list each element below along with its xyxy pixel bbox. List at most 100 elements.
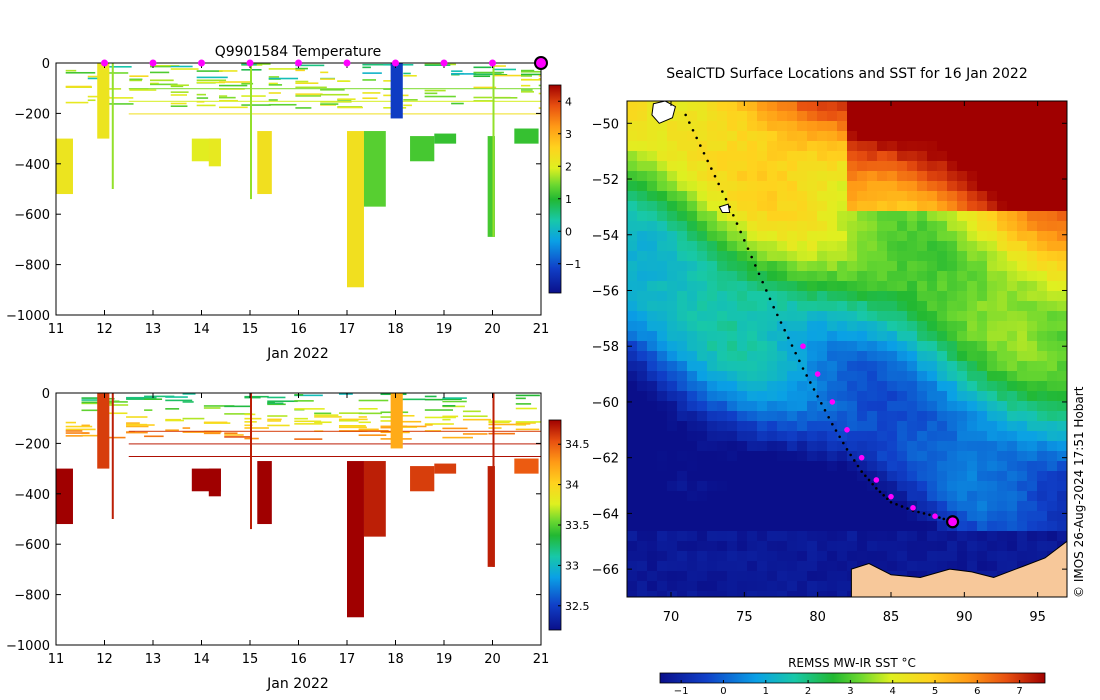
sst-cell bbox=[837, 471, 847, 481]
sst-cell bbox=[717, 541, 727, 551]
sst-cell bbox=[1047, 171, 1057, 181]
sst-cell bbox=[757, 401, 767, 411]
sst-cell bbox=[677, 231, 687, 241]
sst-cell bbox=[1057, 491, 1067, 501]
sst-cell bbox=[667, 581, 677, 591]
sst-cell bbox=[737, 551, 747, 561]
sst-cell bbox=[837, 591, 847, 597]
sst-cell bbox=[877, 381, 887, 391]
track-point bbox=[772, 305, 775, 309]
profile-streak bbox=[320, 104, 337, 106]
sst-cell bbox=[677, 431, 687, 441]
sst-cell bbox=[757, 491, 767, 501]
sst-cell bbox=[1037, 151, 1047, 161]
sst-cell bbox=[737, 301, 747, 311]
sst-cell bbox=[837, 481, 847, 491]
sst-cell bbox=[1047, 371, 1057, 381]
seal-track bbox=[684, 113, 960, 529]
sst-cell bbox=[947, 551, 957, 561]
sst-cell bbox=[1057, 151, 1067, 161]
profile-streak bbox=[165, 408, 180, 410]
sst-cell bbox=[957, 371, 967, 381]
profile-streak bbox=[144, 435, 164, 438]
sst-cell bbox=[827, 301, 837, 311]
sst-cell bbox=[887, 431, 897, 441]
sst-cell bbox=[827, 341, 837, 351]
sst-cell bbox=[757, 201, 767, 211]
sst-cell bbox=[857, 231, 867, 241]
sst-cell bbox=[847, 471, 857, 481]
sst-cell bbox=[817, 431, 827, 441]
sst-cell bbox=[667, 241, 677, 251]
sst-cell bbox=[807, 551, 817, 561]
sst-cell bbox=[657, 231, 667, 241]
sst-cell bbox=[707, 221, 717, 231]
sst-cell bbox=[817, 411, 827, 421]
imos-credit: © IMOS 26-Aug-2024 17:51 Hobart bbox=[1072, 386, 1086, 598]
profile-streak bbox=[150, 83, 178, 86]
sst-cell bbox=[807, 471, 817, 481]
sst-cell bbox=[877, 311, 887, 321]
sst-cell bbox=[907, 531, 917, 541]
y-tick-label: −600 bbox=[14, 208, 50, 223]
sst-cell bbox=[717, 571, 727, 581]
sst-cell bbox=[677, 241, 687, 251]
sst-cell bbox=[997, 341, 1007, 351]
sst-cell bbox=[737, 331, 747, 341]
sst-cell bbox=[977, 331, 987, 341]
profile-block bbox=[363, 131, 386, 207]
sst-cell bbox=[977, 541, 987, 551]
track-point bbox=[820, 402, 823, 405]
sst-cell bbox=[657, 401, 667, 411]
sst-cell bbox=[747, 481, 757, 491]
sst-cell bbox=[727, 191, 737, 201]
sst-cell bbox=[757, 291, 767, 301]
sst-cell bbox=[967, 161, 977, 171]
sst-cell bbox=[747, 561, 757, 571]
profile-streak bbox=[65, 435, 83, 437]
sst-cell bbox=[707, 431, 717, 441]
sst-cell bbox=[647, 141, 657, 151]
sst-cell bbox=[867, 301, 877, 311]
sst-cell bbox=[777, 311, 787, 321]
sst-cell bbox=[887, 551, 897, 561]
sst-cell bbox=[997, 351, 1007, 361]
sst-cell bbox=[937, 111, 947, 121]
profile-streak bbox=[362, 66, 371, 69]
sst-cell bbox=[737, 541, 747, 551]
sst-cell bbox=[987, 461, 997, 471]
sst-cell bbox=[857, 321, 867, 331]
profile-streak bbox=[424, 416, 456, 419]
sst-cell bbox=[647, 161, 657, 171]
sst-cell bbox=[997, 461, 1007, 471]
sst-cell bbox=[777, 361, 787, 371]
sst-cell bbox=[887, 171, 897, 181]
sst-cell bbox=[907, 111, 917, 121]
sst-cell bbox=[667, 551, 677, 561]
map-y-tick-label: −56 bbox=[592, 284, 619, 299]
surface-fix bbox=[829, 399, 836, 405]
sst-cell bbox=[937, 561, 947, 571]
sst-cell bbox=[817, 241, 827, 251]
sst-cell bbox=[957, 291, 967, 301]
sst-cell bbox=[687, 151, 697, 161]
profile-streak bbox=[126, 396, 157, 399]
sst-cell bbox=[1007, 451, 1017, 461]
sst-cell bbox=[857, 131, 867, 141]
sst-cell bbox=[667, 281, 677, 291]
track-point bbox=[790, 344, 794, 347]
sst-cell bbox=[737, 591, 747, 597]
sst-cell bbox=[927, 161, 937, 171]
sst-cell bbox=[847, 201, 857, 211]
sst-cell bbox=[637, 421, 647, 431]
sst-cell bbox=[907, 391, 917, 401]
sst-cell bbox=[787, 201, 797, 211]
sst-cell bbox=[697, 361, 707, 371]
sst-cell bbox=[967, 251, 977, 261]
sst-cell bbox=[857, 361, 867, 371]
sst-cell bbox=[727, 271, 737, 281]
sst-cell bbox=[637, 231, 647, 241]
profile-streak bbox=[462, 418, 492, 421]
sst-cell bbox=[687, 161, 697, 171]
profile-streak bbox=[196, 76, 228, 79]
